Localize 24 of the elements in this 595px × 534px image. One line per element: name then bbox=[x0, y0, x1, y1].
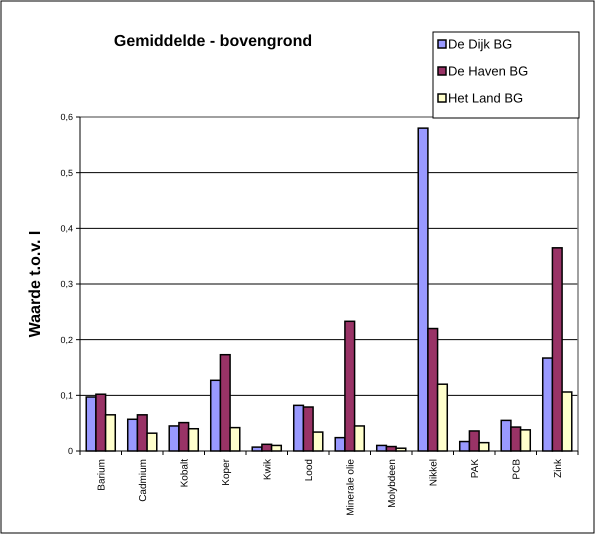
x-tick-label: PAK bbox=[470, 458, 481, 478]
x-tick-label: Lood bbox=[304, 459, 315, 482]
legend-label: De Haven BG bbox=[448, 64, 528, 79]
legend-label: De Dijk BG bbox=[448, 36, 512, 52]
x-tick-label: Kwik bbox=[262, 458, 274, 480]
y-axis-title: Waarde t.o.v. I bbox=[27, 230, 44, 338]
y-tick-label: 0,1 bbox=[60, 390, 73, 400]
y-tick-label: 0 bbox=[68, 446, 73, 456]
chart-title: Gemiddelde - bovengrond bbox=[114, 33, 312, 50]
x-tick-label: Kobalt bbox=[179, 458, 190, 488]
y-tick-label: 0,4 bbox=[60, 223, 73, 234]
legend-label: Het Land BG bbox=[448, 90, 524, 106]
x-tick-label: Molybdeen bbox=[386, 459, 398, 508]
x-tick-label: Cadmium bbox=[138, 459, 149, 502]
x-tick-label: Barium bbox=[96, 459, 108, 491]
x-tick-label: Minerale olie bbox=[345, 458, 356, 516]
x-tick-label: Nikkel bbox=[428, 459, 440, 486]
y-tick-label: 0,6 bbox=[60, 112, 73, 122]
y-tick-label: 0,5 bbox=[60, 168, 73, 178]
y-tick-label: 0,3 bbox=[60, 279, 73, 290]
y-tick-label: 0,2 bbox=[60, 334, 73, 345]
x-tick-label: Zink bbox=[552, 458, 564, 478]
x-tick-label: Koper bbox=[220, 458, 232, 486]
x-tick-label: PCB bbox=[511, 458, 522, 480]
